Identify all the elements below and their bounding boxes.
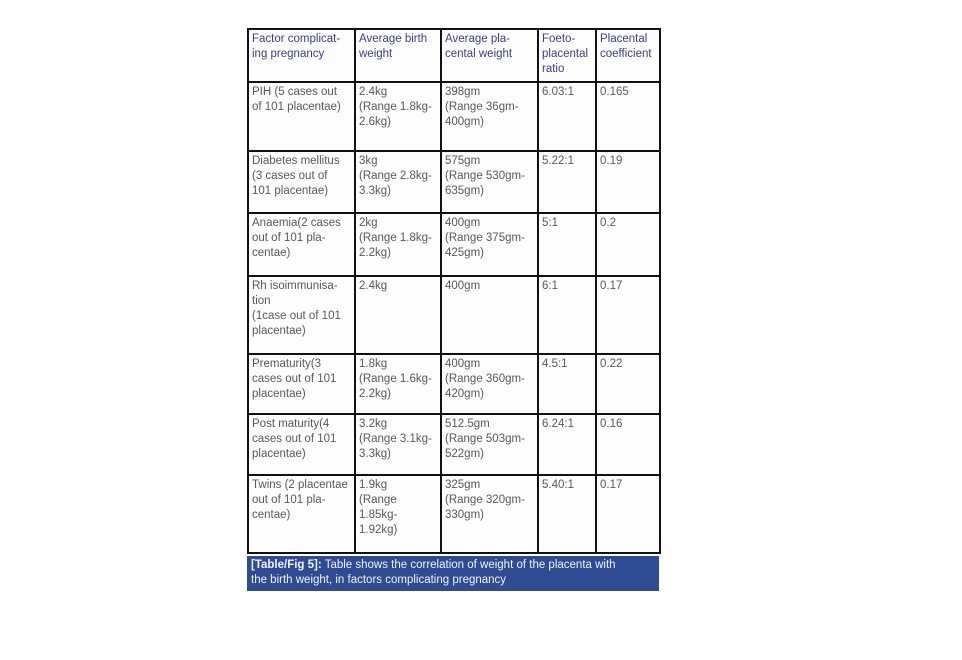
table-figure: Factor complicat- ing pregnancy Average …: [247, 28, 661, 591]
table-row-pih: PIH (5 cases out of 101 placentae) 2.4kg…: [247, 81, 661, 152]
column-header-foeto-placental-ratio: Foeto- placental ratio: [537, 28, 597, 83]
cell-birth-weight: 2kg (Range 1.8kg- 2.2kg): [354, 212, 442, 277]
cell-birth-weight: 2.4kg (Range 1.8kg- 2.6kg): [354, 81, 442, 152]
cell-birth-weight: 3kg (Range 2.8kg- 3.3kg): [354, 150, 442, 214]
header-row: Factor complicat- ing pregnancy Average …: [247, 28, 661, 83]
cell-placental-weight: 325gm (Range 320gm- 330gm): [440, 474, 539, 554]
cell-placental-weight: 400gm (Range 360gm- 420gm): [440, 353, 539, 415]
cell-coefficient: 0.165: [595, 81, 661, 152]
placenta-correlation-table: Factor complicat- ing pregnancy Average …: [247, 28, 661, 554]
column-header-placental-weight: Average pla- cental weight: [440, 28, 539, 83]
cell-placental-weight: 512.5gm (Range 503gm- 522gm): [440, 413, 539, 476]
table-row-post-maturity: Post maturity(4 cases out of 101 placent…: [247, 413, 661, 476]
cell-ratio: 5:1: [537, 212, 597, 277]
cell-ratio: 5.22:1: [537, 150, 597, 214]
cell-factor: PIH (5 cases out of 101 placentae): [247, 81, 356, 152]
cell-factor: Twins (2 placentae out of 101 pla- centa…: [247, 474, 356, 554]
cell-factor: Diabetes mellitus (3 cases out of 101 pl…: [247, 150, 356, 214]
cell-factor: Anaemia(2 cases out of 101 pla- centae): [247, 212, 356, 277]
cell-birth-weight: 3.2kg (Range 3.1kg- 3.3kg): [354, 413, 442, 476]
table-row-diabetes: Diabetes mellitus (3 cases out of 101 pl…: [247, 150, 661, 214]
cell-coefficient: 0.17: [595, 474, 661, 554]
caption-label: [Table/Fig 5]:: [251, 559, 322, 571]
cell-ratio: 6.24:1: [537, 413, 597, 476]
column-header-placental-coefficient: Placental coefficient: [595, 28, 661, 83]
cell-birth-weight: 1.9kg (Range 1.85kg- 1.92kg): [354, 474, 442, 554]
cell-placental-weight: 575gm (Range 530gm- 635gm): [440, 150, 539, 214]
column-header-birth-weight: Average birth weight: [354, 28, 442, 83]
table-row-twins: Twins (2 placentae out of 101 pla- centa…: [247, 474, 661, 554]
cell-coefficient: 0.16: [595, 413, 661, 476]
cell-factor: Rh isoimmunisa- tion (1case out of 101 p…: [247, 275, 356, 355]
cell-ratio: 6:1: [537, 275, 597, 355]
cell-factor: Post maturity(4 cases out of 101 placent…: [247, 413, 356, 476]
cell-ratio: 5.40:1: [537, 474, 597, 554]
table-row-prematurity: Prematurity(3 cases out of 101 placentae…: [247, 353, 661, 415]
cell-placental-weight: 400gm (Range 375gm- 425gm): [440, 212, 539, 277]
cell-placental-weight: 398gm (Range 36gm- 400gm): [440, 81, 539, 152]
table-row-anaemia: Anaemia(2 cases out of 101 pla- centae) …: [247, 212, 661, 277]
cell-coefficient: 0.2: [595, 212, 661, 277]
cell-coefficient: 0.22: [595, 353, 661, 415]
cell-factor: Prematurity(3 cases out of 101 placentae…: [247, 353, 356, 415]
caption-text: Table shows the correlation of weight of…: [251, 559, 616, 586]
cell-ratio: 6.03:1: [537, 81, 597, 152]
cell-ratio: 4.5:1: [537, 353, 597, 415]
cell-coefficient: 0.19: [595, 150, 661, 214]
cell-birth-weight: 2.4kg: [354, 275, 442, 355]
table-caption: [Table/Fig 5]: Table shows the correlati…: [247, 556, 659, 591]
column-header-factor: Factor complicat- ing pregnancy: [247, 28, 356, 83]
cell-placental-weight: 400gm: [440, 275, 539, 355]
table-row-rh-isoimmunisation: Rh isoimmunisa- tion (1case out of 101 p…: [247, 275, 661, 355]
cell-birth-weight: 1.8kg (Range 1.6kg- 2.2kg): [354, 353, 442, 415]
cell-coefficient: 0.17: [595, 275, 661, 355]
